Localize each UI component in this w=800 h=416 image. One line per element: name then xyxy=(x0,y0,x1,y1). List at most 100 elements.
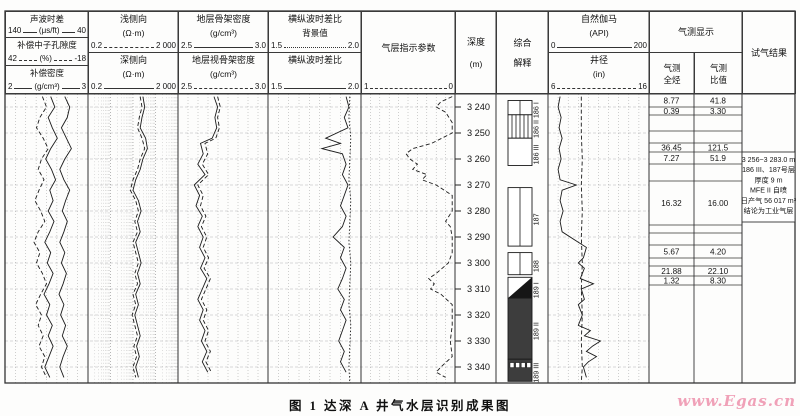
scale-max: 16 xyxy=(638,82,647,91)
svg-text:8.30: 8.30 xyxy=(710,276,726,285)
scale-line xyxy=(61,87,80,89)
svg-text:3.30: 3.30 xyxy=(710,107,726,116)
gas-col1-wrap: 气测 全烃 xyxy=(663,55,680,93)
scale-min: 2.5 xyxy=(181,41,193,50)
svg-text:16.32: 16.32 xyxy=(661,199,682,208)
scale-max: 2 000 xyxy=(155,41,176,50)
svg-text:4.20: 4.20 xyxy=(710,247,726,256)
header-depth: 深度 (m) xyxy=(455,11,497,94)
svg-text:5.67: 5.67 xyxy=(664,247,680,256)
svg-text:186 III: 186 III xyxy=(532,144,541,164)
svg-text:121.5: 121.5 xyxy=(708,143,729,152)
track-scale: 6 16 xyxy=(549,83,649,91)
header-gas-show: 气测显示 xyxy=(649,11,743,53)
scale-min: 0 xyxy=(551,41,556,50)
scale-line xyxy=(194,87,253,89)
svg-text:186 III、187号层: 186 III、187号层 xyxy=(742,166,795,174)
header-gas-ratio: 气测 比值 xyxy=(694,52,743,94)
scale-max: 3 xyxy=(81,82,87,91)
track-title-wrap: 气层指示参数 xyxy=(381,14,435,83)
header-interpretation: 综合 解释 xyxy=(496,11,549,94)
scale-unit: (g/cm³) xyxy=(34,82,60,91)
svg-text:3 290: 3 290 xyxy=(467,232,490,242)
header-sonic: 声波时差 140 (μs/ft) 40 xyxy=(5,11,89,38)
gas-col2-line1: 气测 xyxy=(709,62,727,73)
track-title: 补偿密度 xyxy=(29,68,64,78)
header-apparent-matrix-density: 地层视骨架密度 (g/cm³) 2.5 3.0 xyxy=(178,52,269,94)
depth-scale: 3 240 3 250 3 260 3 270 3 280 3 290 3 300 3 310… xyxy=(455,102,490,372)
scale-max: 3.0 xyxy=(254,82,266,91)
scale-line xyxy=(53,59,73,61)
track-title: 地层视骨架密度 xyxy=(191,55,255,65)
scale-max: 0 xyxy=(448,82,453,91)
header-total-hydrocarbon: 气测 全烃 xyxy=(649,52,695,94)
interpretation-column: 186 I 186 II 186 III 187 188 189 I 189 II 189 I… xyxy=(507,100,541,383)
svg-text:1.32: 1.32 xyxy=(664,276,680,285)
scale-min: 6 xyxy=(551,82,556,91)
track-unit: (g/cm³) xyxy=(210,27,237,38)
track-title: 声波时差 xyxy=(29,14,64,24)
track-unit: (Ω·m) xyxy=(122,68,145,79)
scale-min: 2 xyxy=(8,82,13,91)
svg-text:结论为工业气层: 结论为工业气层 xyxy=(744,206,794,215)
scale-max: 2.0 xyxy=(347,41,359,50)
header-density: 补偿密度 2 (g/cm³) 3 xyxy=(5,65,89,94)
svg-text:189 I: 189 I xyxy=(532,282,541,298)
interp-title-wrap: 综合 解释 xyxy=(513,14,531,93)
gas-show-title: 气测显示 xyxy=(677,27,714,38)
scale-min: 42 xyxy=(8,54,17,63)
svg-text:3 330: 3 330 xyxy=(467,336,490,346)
track-unit: (g/cm³) xyxy=(210,68,237,79)
track-title: 横纵波时差比 xyxy=(287,55,342,65)
curve-地层视骨架密度 xyxy=(197,96,221,373)
scale-unit: (%) xyxy=(39,54,52,63)
scale-line xyxy=(370,87,447,89)
track-unit: (in) xyxy=(592,68,606,79)
interp-title-line2: 解释 xyxy=(513,57,532,68)
scale-min: 1.5 xyxy=(271,41,283,50)
curve-横纵波时差比背景值 xyxy=(348,96,352,383)
header-gas-indicator: 气层指示参数 1 0 xyxy=(361,11,456,94)
scale-max: 200 xyxy=(633,41,647,50)
header-test-result: 试气结果 xyxy=(742,11,796,94)
scale-min: 1 xyxy=(364,82,369,91)
svg-text:3 280: 3 280 xyxy=(467,206,490,216)
track-title: 自然伽马 xyxy=(580,14,617,24)
track-scale: 0.2 2 000 xyxy=(89,83,178,91)
svg-text:21.88: 21.88 xyxy=(661,267,682,276)
gas-col1-line1: 气测 xyxy=(663,62,681,73)
depth-title: 深度 xyxy=(466,37,485,48)
curve-补偿密度 xyxy=(43,96,58,378)
curve-浅侧向 xyxy=(129,96,146,378)
curve-气层指示参数 xyxy=(405,96,453,378)
svg-text:3 260: 3 260 xyxy=(467,154,490,164)
svg-text:3 256~3 283.0 m: 3 256~3 283.0 m xyxy=(742,156,796,164)
svg-text:3 270: 3 270 xyxy=(467,180,490,190)
figure-caption: 图 1 达深 A 井气水层识别成果图 xyxy=(288,399,512,413)
scale-line xyxy=(104,87,154,89)
header-vp-vs-ratio: 横纵波时差比 1.5 2.0 xyxy=(268,52,362,94)
gas-col1-line2: 全烃 xyxy=(663,74,681,85)
header-matrix-density: 地层骨架密度 (g/cm³) 2.5 3.0 xyxy=(178,11,269,53)
scale-line xyxy=(194,46,253,48)
svg-text:186 II: 186 II xyxy=(532,120,541,138)
track-unit: (Ω·m) xyxy=(122,27,145,38)
svg-text:MFE II 自喷: MFE II 自喷 xyxy=(750,186,787,195)
curve-深侧向 xyxy=(132,96,148,378)
test-result-title: 试气结果 xyxy=(750,47,787,58)
gas-col2-line2: 比值 xyxy=(709,74,727,85)
track-scale: 2.5 3.0 xyxy=(179,83,268,91)
interp-title-line1: 综合 xyxy=(513,38,532,49)
scale-max: 3.0 xyxy=(254,41,266,50)
scale-min: 140 xyxy=(8,26,22,35)
depth-title-wrap: 深度 (m) xyxy=(467,14,485,93)
svg-text:3 250: 3 250 xyxy=(467,128,490,138)
depth-unit: (m) xyxy=(469,59,483,70)
svg-text:16.00: 16.00 xyxy=(708,199,729,208)
log-curves xyxy=(33,96,602,383)
track-title: 深侧向 xyxy=(119,55,147,65)
header-caliper: 井径 (in) 6 16 xyxy=(548,52,650,94)
curve-横纵波时差比 xyxy=(320,96,350,373)
svg-text:厚度 9 m: 厚度 9 m xyxy=(755,175,783,184)
